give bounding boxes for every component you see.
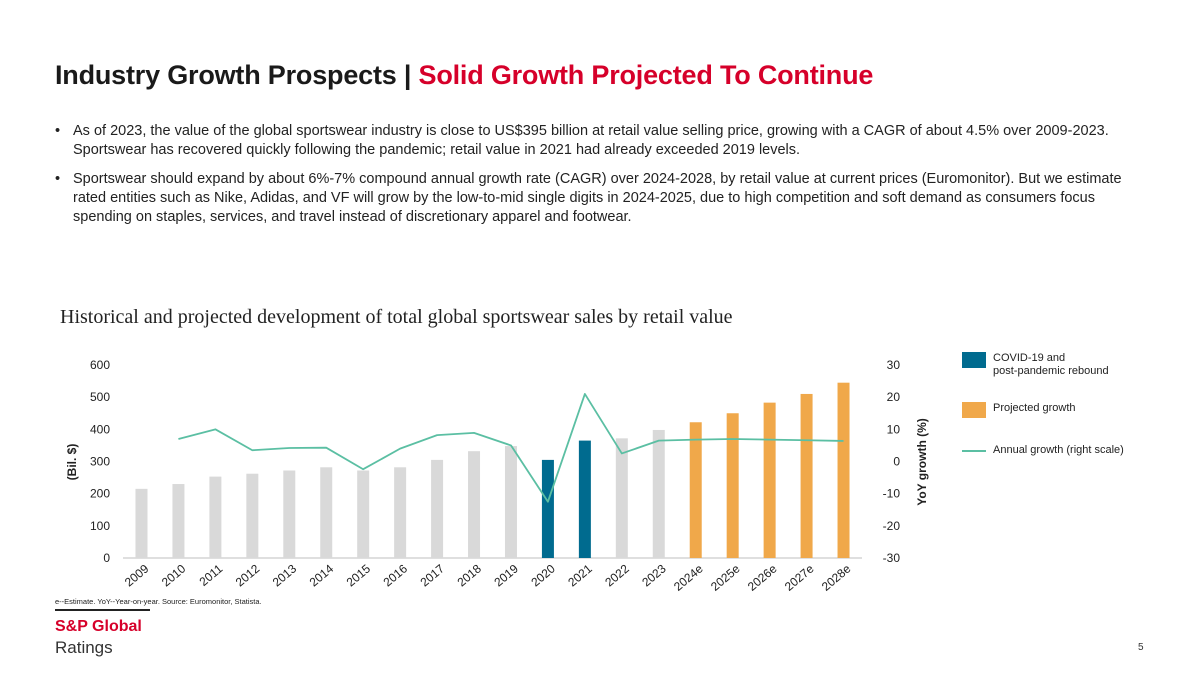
y-tick-label: 200	[90, 487, 110, 501]
growth-line	[178, 393, 844, 503]
y2-tick-label: 20	[887, 390, 901, 404]
y2-tick-label: 0	[893, 455, 900, 469]
x-tick-label: 2009	[122, 561, 152, 589]
legend-item-growth: Annual growth (right scale)	[962, 444, 1124, 457]
bar-2017	[431, 459, 444, 558]
bar-2018	[468, 451, 481, 558]
bar-2020	[541, 459, 554, 558]
title-accent: Solid Growth Projected To Continue	[418, 60, 874, 90]
y-tick-label: 300	[90, 455, 110, 469]
x-tick-label: 2019	[491, 561, 521, 589]
y-tick-label: 400	[90, 422, 110, 436]
legend-label-covid: COVID-19 and post-pandemic rebound	[993, 352, 1109, 378]
legend-swatch-projected	[962, 402, 986, 418]
x-tick-label: 2027e	[782, 561, 817, 593]
bar-2023	[652, 429, 665, 558]
footer-rule	[55, 609, 150, 611]
brand-sub: Ratings	[55, 638, 113, 657]
x-tick-label: 2016	[381, 561, 411, 589]
y2-tick-label: -20	[883, 519, 901, 533]
y-tick-label: 0	[103, 551, 110, 565]
y2-tick-label: -10	[883, 487, 901, 501]
x-tick-label: 2028e	[819, 561, 854, 593]
y2-tick-label: 30	[887, 358, 901, 372]
page-number: 5	[1138, 642, 1144, 653]
bullet-item: • Sportswear should expand by about 6%-7%…	[55, 170, 1145, 227]
bar-2027e	[800, 393, 813, 558]
legend-line-growth	[962, 450, 986, 452]
bar-2016	[394, 467, 407, 558]
bar-2019	[504, 446, 517, 558]
legend-swatch-covid	[962, 352, 986, 368]
y-tick-label: 600	[90, 358, 110, 372]
x-tick-label: 2013	[270, 561, 300, 589]
legend-label-covid-line1: COVID-19 and	[993, 352, 1066, 364]
x-tick-label: 2017	[418, 561, 448, 589]
y2-tick-label: 10	[887, 422, 901, 436]
x-tick-label: 2025e	[708, 561, 743, 593]
footnote: e--Estimate. YoY--Year-on-year. Source: …	[55, 597, 262, 606]
bar-2014	[320, 467, 333, 558]
bar-2013	[283, 470, 296, 558]
x-tick-label: 2021	[565, 561, 595, 589]
legend-label-growth: Annual growth (right scale)	[993, 444, 1124, 456]
bullet-list: • As of 2023, the value of the global spo…	[55, 122, 1145, 237]
x-tick-label: 2026e	[745, 561, 780, 593]
x-tick-label: 2012	[233, 561, 263, 589]
y2-axis-label: YoY growth (%)	[915, 418, 929, 506]
bar-2025e	[726, 413, 739, 558]
bullet-dot-icon: •	[55, 171, 61, 187]
title-main: Industry Growth Prospects |	[55, 60, 419, 90]
bullet-dot-icon: •	[55, 123, 61, 139]
bar-2022	[615, 438, 628, 558]
chart-title: Historical and projected development of …	[60, 306, 733, 328]
x-tick-label: 2022	[602, 561, 632, 589]
bar-2009	[135, 488, 148, 558]
x-tick-label: 2010	[159, 561, 189, 589]
x-tick-label: 2024e	[671, 561, 706, 593]
page-title: Industry Growth Prospects | Solid Growth…	[55, 60, 873, 91]
y-tick-label: 500	[90, 390, 110, 404]
legend-item-covid: COVID-19 and post-pandemic rebound	[962, 352, 1109, 378]
y2-tick-label: -30	[883, 551, 901, 565]
brand-logo: S&P Global	[55, 618, 142, 635]
bar-2021	[578, 440, 591, 558]
bar-2028e	[837, 382, 850, 558]
bullet-text: As of 2023, the value of the global spor…	[73, 123, 1109, 158]
bullet-text: Sportswear should expand by about 6%-7% …	[73, 171, 1122, 225]
x-tick-label: 2011	[197, 561, 226, 589]
x-tick-label: 2020	[528, 561, 558, 589]
bar-2024e	[689, 422, 702, 558]
bar-2015	[357, 470, 370, 558]
bar-2010	[172, 484, 185, 558]
bar-2012	[246, 473, 259, 558]
legend-label-covid-line2: post-pandemic rebound	[993, 365, 1109, 377]
bar-2026e	[763, 402, 776, 558]
bullet-item: • As of 2023, the value of the global spo…	[55, 122, 1145, 160]
x-tick-label: 2015	[344, 561, 374, 589]
y-axis-label: (Bil. $)	[65, 444, 79, 481]
legend-item-projected: Projected growth	[962, 402, 1076, 418]
x-tick-label: 2023	[639, 561, 669, 589]
x-tick-label: 2018	[454, 561, 484, 589]
x-tick-label: 2014	[307, 561, 337, 589]
y-tick-label: 100	[90, 519, 110, 533]
legend-label-projected: Projected growth	[993, 402, 1076, 414]
bar-2011	[209, 476, 222, 558]
